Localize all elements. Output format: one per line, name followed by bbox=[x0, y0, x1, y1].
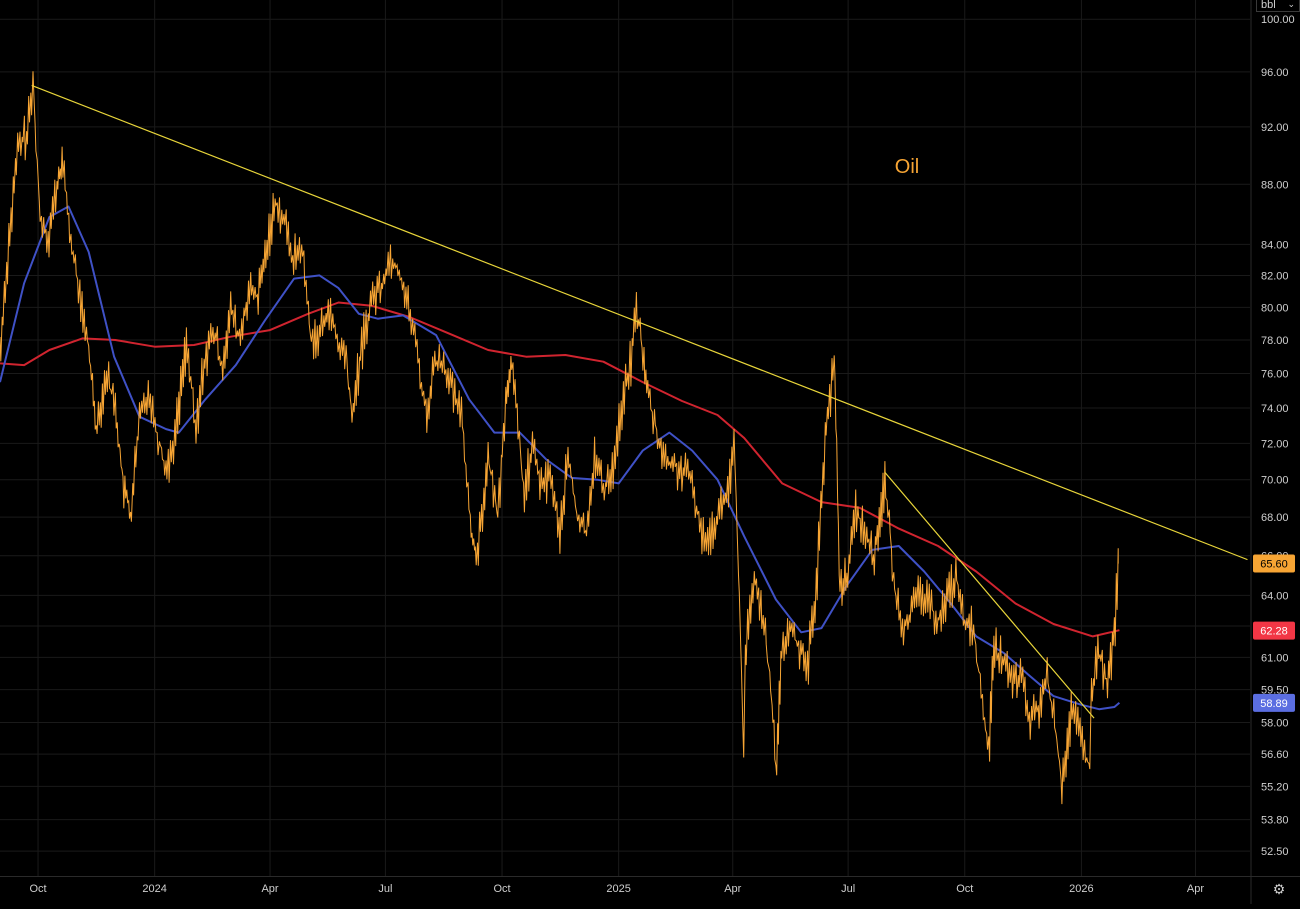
y-tick-label: 64.00 bbox=[1261, 590, 1289, 602]
x-tick-label: Apr bbox=[724, 883, 741, 895]
x-tick-label: Apr bbox=[261, 883, 278, 895]
y-tick-label: 96.00 bbox=[1261, 67, 1289, 79]
long-term-trendline[interactable] bbox=[31, 84, 1248, 561]
price-unit-label: bbl bbox=[1261, 0, 1276, 11]
y-tick-label: 76.00 bbox=[1261, 369, 1289, 381]
y-tick-label: 68.00 bbox=[1261, 512, 1289, 524]
svg-text:65.60: 65.60 bbox=[1260, 559, 1288, 571]
chart-title: Oil bbox=[895, 156, 919, 178]
y-tick-label: 70.00 bbox=[1261, 475, 1289, 487]
x-tick-label: 2024 bbox=[142, 883, 166, 895]
x-tick-label: Jul bbox=[378, 883, 392, 895]
x-tick-label: Jul bbox=[841, 883, 855, 895]
price-line bbox=[0, 71, 1119, 805]
y-tick-label: 72.00 bbox=[1261, 438, 1289, 450]
y-tick-label: 56.60 bbox=[1261, 749, 1289, 761]
y-tick-label: 84.00 bbox=[1261, 239, 1289, 251]
price-unit-selector[interactable]: bbl ⌄ bbox=[1256, 0, 1300, 12]
x-tick-label: 2026 bbox=[1069, 883, 1093, 895]
y-tick-label: 100.00 bbox=[1261, 14, 1295, 26]
price-series bbox=[0, 71, 1119, 805]
y-tick-label: 78.00 bbox=[1261, 335, 1289, 347]
x-tick-label: Apr bbox=[1187, 883, 1204, 895]
y-tick-label: 82.00 bbox=[1261, 270, 1289, 282]
y-tick-label: 59.50 bbox=[1261, 685, 1289, 697]
ma-fast-value-label: 58.89 bbox=[1253, 693, 1295, 712]
trendlines[interactable] bbox=[31, 84, 1248, 719]
y-tick-label: 92.00 bbox=[1261, 122, 1289, 134]
svg-text:62.28: 62.28 bbox=[1260, 626, 1288, 638]
x-tick-label: Oct bbox=[956, 883, 973, 895]
y-tick-label: 55.20 bbox=[1261, 781, 1289, 793]
y-tick-label: 88.00 bbox=[1261, 179, 1289, 191]
price-value-label: 65.60 bbox=[1253, 554, 1295, 573]
svg-text:58.89: 58.89 bbox=[1260, 698, 1288, 710]
y-tick-label: 61.00 bbox=[1261, 652, 1289, 664]
y-tick-label: 80.00 bbox=[1261, 302, 1289, 314]
y-tick-label: 74.00 bbox=[1261, 403, 1289, 415]
x-tick-label: Oct bbox=[493, 883, 510, 895]
ma-slow-line bbox=[0, 301, 1120, 638]
y-tick-label: 52.50 bbox=[1261, 846, 1289, 858]
y-tick-label: 53.80 bbox=[1261, 815, 1289, 827]
y-tick-label: 58.00 bbox=[1261, 718, 1289, 730]
chevron-down-icon: ⌄ bbox=[1287, 0, 1295, 9]
ma-slow-value-label: 62.28 bbox=[1253, 621, 1295, 640]
x-tick-label: 2025 bbox=[606, 883, 630, 895]
settings-gear-icon[interactable]: ⚙ bbox=[1272, 881, 1286, 897]
x-tick-label: Oct bbox=[29, 883, 46, 895]
short-term-trendline[interactable] bbox=[884, 471, 1095, 719]
